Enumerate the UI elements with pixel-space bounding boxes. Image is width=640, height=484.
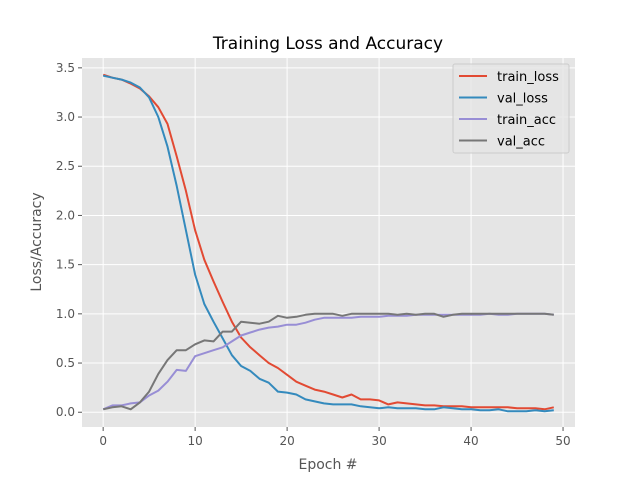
grid	[82, 58, 575, 427]
y-tick-label: 3.0	[56, 110, 75, 124]
legend-label: val_acc	[497, 135, 545, 150]
legend-label: train_loss	[497, 70, 559, 85]
y-tick-label: 2.5	[56, 159, 75, 173]
y-tick-label: 0.5	[56, 356, 75, 370]
legend-label: train_acc	[497, 113, 556, 128]
legend: train_loss val_loss train_acc val_acc	[452, 63, 570, 154]
x-tick-label: 0	[99, 434, 107, 448]
y-tick-label: 1.0	[56, 307, 75, 321]
y-tick-label: 0.0	[56, 405, 75, 419]
series-line-val_loss	[102, 74, 554, 413]
y-tick-label: 3.5	[56, 61, 75, 75]
y-tick-label: 2.0	[56, 208, 75, 222]
ticks: 0 10 20 30 40 50 0.0 0.5 1.0 1.5 2.0 2.5 3.0 3.5	[56, 61, 571, 448]
chart-title: Training Loss and Accuracy	[212, 34, 443, 54]
x-tick-label: 20	[279, 434, 294, 448]
series-lines	[102, 73, 555, 413]
series-line-val_acc	[102, 312, 554, 411]
legend-box	[452, 63, 570, 154]
y-tick-label: 1.5	[56, 258, 75, 272]
x-tick-label: 40	[463, 434, 478, 448]
series-line-train_loss	[102, 73, 555, 411]
x-tick-label: 10	[187, 434, 202, 448]
x-tick-label: 30	[371, 434, 386, 448]
x-axis-label: Epoch #	[298, 457, 357, 473]
x-tick-label: 50	[555, 434, 570, 448]
legend-label: val_loss	[497, 92, 548, 107]
y-axis-label: Loss/Accuracy	[29, 192, 45, 291]
